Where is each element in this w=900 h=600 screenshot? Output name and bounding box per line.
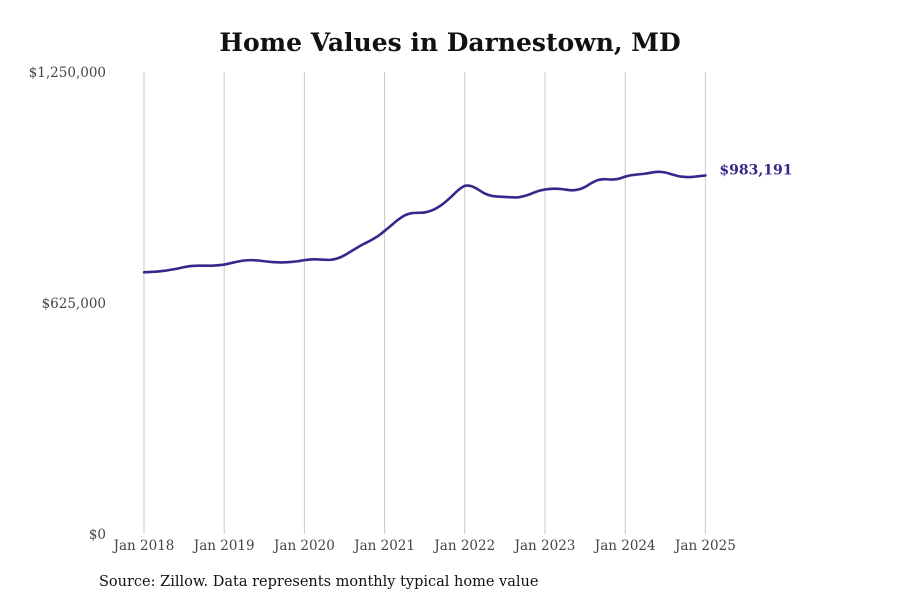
x-tick-label: Jan 2019 (192, 538, 255, 554)
series-line (142, 170, 707, 274)
series-layer (142, 170, 707, 274)
x-tick-label: Jan 2020 (272, 538, 335, 554)
y-axis-tick-labels: $0 $625,000 $1,250,000 (29, 65, 106, 543)
vertical-gridlines (143, 72, 706, 534)
x-tick-label: Jan 2021 (352, 538, 415, 554)
end-value-label: $983,191 (719, 162, 792, 178)
x-tick-label: Jan 2023 (513, 538, 576, 554)
chart-title: Home Values in Darnestown, MD (219, 28, 681, 57)
x-tick-label: Jan 2025 (673, 538, 736, 554)
source-note: Source: Zillow. Data represents monthly … (99, 574, 539, 590)
x-tick-label: Jan 2022 (432, 538, 495, 554)
y-tick-label: $625,000 (42, 296, 106, 312)
x-tick-label: Jan 2024 (593, 538, 656, 554)
y-tick-label: $0 (89, 527, 106, 543)
x-axis-tick-labels: Jan 2018 Jan 2019 Jan 2020 Jan 2021 Jan 2022… (112, 538, 736, 554)
y-tick-label: $1,250,000 (29, 65, 106, 81)
x-tick-label: Jan 2018 (112, 538, 175, 554)
